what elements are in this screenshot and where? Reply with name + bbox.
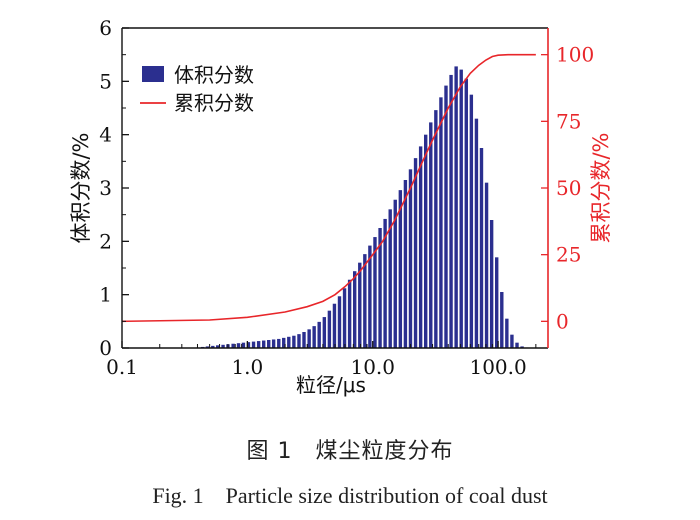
volume-fraction-bar (277, 338, 281, 348)
volume-fraction-bar (292, 335, 296, 348)
volume-fraction-bar (221, 344, 225, 348)
volume-fraction-bar (500, 292, 504, 348)
left-y-tick-label: 2 (99, 229, 112, 253)
volume-fraction-bar (327, 310, 332, 348)
volume-fraction-bar (271, 339, 276, 348)
right-y-tick-label: 50 (556, 176, 581, 200)
volume-fraction-bar (408, 169, 413, 348)
volume-fraction-bar (312, 326, 316, 348)
volume-fraction-bar (322, 317, 327, 348)
volume-fraction-bar (429, 122, 433, 349)
figure-caption-english: Fig. 1 Particle size distribution of coa… (152, 483, 548, 508)
left-y-tick-label: 3 (99, 176, 112, 200)
volume-fraction-bar (388, 209, 392, 348)
volume-fraction-bar (484, 182, 489, 348)
volume-fraction-bar (418, 146, 423, 348)
x-tick-label: 1.0 (231, 355, 263, 379)
volume-fraction-bar (211, 345, 215, 348)
left-y-tick-label: 1 (99, 283, 112, 307)
right-y-tick-label: 0 (556, 309, 569, 333)
volume-fraction-bar (398, 190, 403, 348)
plot-area: 0 1 2 3 4 5 6 0 25 50 75 100 0.1 1.0 10.0 100.0 粒径/μs 体积分… (69, 16, 613, 397)
volume-fraction-bar (424, 134, 428, 348)
volume-fraction-bar (454, 66, 458, 349)
cumulative-fraction-line (121, 53, 536, 323)
volume-fraction-bar (231, 343, 235, 348)
volume-fraction-bar (363, 254, 367, 348)
volume-fraction-bar (241, 342, 246, 348)
volume-fraction-bar (515, 342, 519, 348)
volume-fraction-bar (236, 343, 241, 348)
left-y-axis-title: 体积分数/% (69, 132, 93, 243)
right-y-tick-label: 25 (556, 243, 581, 267)
volume-fraction-bar (474, 118, 479, 348)
volume-fraction-bar (353, 271, 357, 348)
volume-fraction-bar (469, 94, 474, 348)
volume-fraction-bar (267, 340, 271, 348)
volume-fraction-bar (337, 296, 342, 348)
volume-fraction-bar (510, 334, 514, 348)
volume-fraction-bar (287, 336, 291, 348)
x-tick-label: 0.1 (106, 355, 138, 379)
volume-fraction-bar (368, 245, 372, 348)
volume-fraction-bar (246, 342, 251, 348)
right-y-tick-label: 100 (556, 43, 594, 67)
volume-fraction-bar (495, 257, 499, 348)
x-axis-title: 粒径/μs (296, 373, 366, 397)
volume-fraction-bar (307, 329, 311, 348)
volume-fraction-bar (302, 332, 306, 348)
x-tick-label: 10.0 (350, 355, 395, 379)
volume-fraction-bar (373, 237, 377, 348)
left-y-tick-label: 0 (99, 336, 112, 360)
volume-fraction-bar (282, 337, 286, 348)
volume-fraction-bar (378, 228, 382, 348)
left-y-tick-label: 5 (99, 69, 112, 93)
volume-fraction-bar (520, 346, 524, 348)
volume-fraction-bar (464, 78, 468, 349)
legend-line-label: 累积分数 (174, 91, 254, 115)
volume-fraction-bar (297, 334, 301, 348)
figure-caption-chinese: 图 1 煤尘粒度分布 (246, 439, 454, 464)
volume-fraction-bar (449, 74, 453, 349)
volume-fraction-bar (332, 303, 337, 348)
volume-fraction-bar (439, 97, 443, 348)
volume-fraction-bar (459, 69, 463, 348)
volume-fraction-bar (393, 199, 397, 348)
volume-fraction-bar (444, 85, 448, 348)
volume-fraction-bar (205, 346, 210, 348)
volume-fraction-bar (413, 158, 418, 348)
right-y-axis-title: 累积分数/% (589, 132, 613, 243)
left-y-tick-label: 4 (99, 123, 112, 147)
volume-fraction-bar (383, 218, 387, 348)
volume-fraction-bar (489, 220, 494, 348)
volume-fraction-bar (403, 180, 408, 348)
legend-bar-label: 体积分数 (174, 63, 254, 87)
volume-fraction-bar (358, 262, 362, 348)
volume-fraction-bar (342, 288, 347, 348)
x-tick-label: 100.0 (469, 355, 526, 379)
left-y-tick-label: 6 (99, 16, 112, 40)
volume-fraction-bar (434, 110, 438, 348)
volume-fraction-bar (479, 148, 484, 348)
volume-fraction-bar (317, 321, 321, 348)
volume-fraction-bar (216, 345, 220, 348)
volume-fraction-bar (505, 318, 509, 348)
volume-fraction-bar (251, 341, 256, 348)
volume-fraction-bar (262, 340, 266, 348)
volume-fraction-bar (347, 279, 352, 348)
legend-bar-swatch (142, 66, 164, 82)
volume-fraction-bar (256, 341, 261, 348)
right-y-tick-label: 75 (556, 109, 581, 133)
